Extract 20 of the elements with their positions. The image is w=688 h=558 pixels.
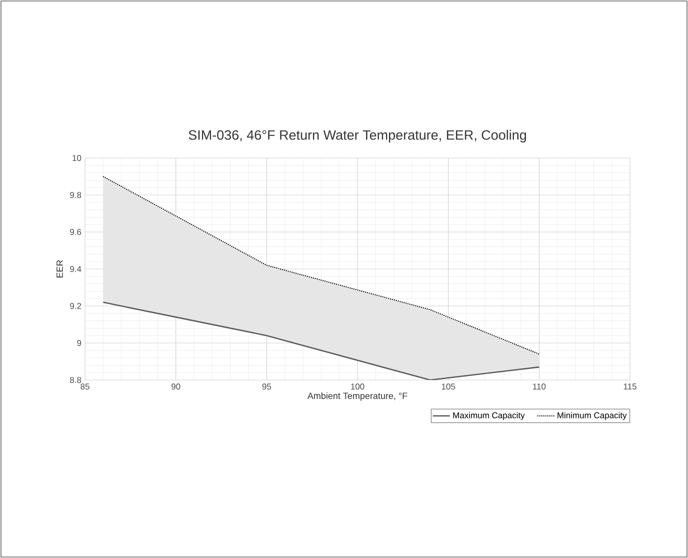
x-tick-label: 115: [624, 384, 636, 390]
y-tick-label: 9.6: [70, 229, 82, 236]
x-tick-label: 100: [351, 384, 364, 390]
y-tick-label: 9.8: [70, 192, 82, 198]
x-tick-label: 85: [80, 384, 90, 390]
legend-label: Maximum Capacity: [453, 412, 525, 420]
y-tick-label: 9.4: [70, 266, 82, 272]
chart-title: SIM-036, 46°F Return Water Temperature, EER, Cooling: [188, 130, 526, 142]
y-axis-title: EER: [56, 260, 63, 278]
line-series: [102, 302, 540, 380]
x-tick-label: 110: [533, 384, 546, 390]
legend-label: Minimum Capacity: [558, 412, 627, 420]
x-tick-label: 95: [262, 384, 272, 390]
x-tick-label: 105: [442, 384, 456, 390]
y-tick-label: 9: [77, 340, 82, 346]
x-axis-title: Ambient Temperature, °F: [307, 392, 408, 401]
y-tick-label: 9.2: [70, 303, 82, 310]
y-tick-label: 8.8: [70, 377, 82, 384]
x-tick-label: 90: [172, 384, 180, 390]
y-tick-label: 10: [72, 155, 82, 162]
